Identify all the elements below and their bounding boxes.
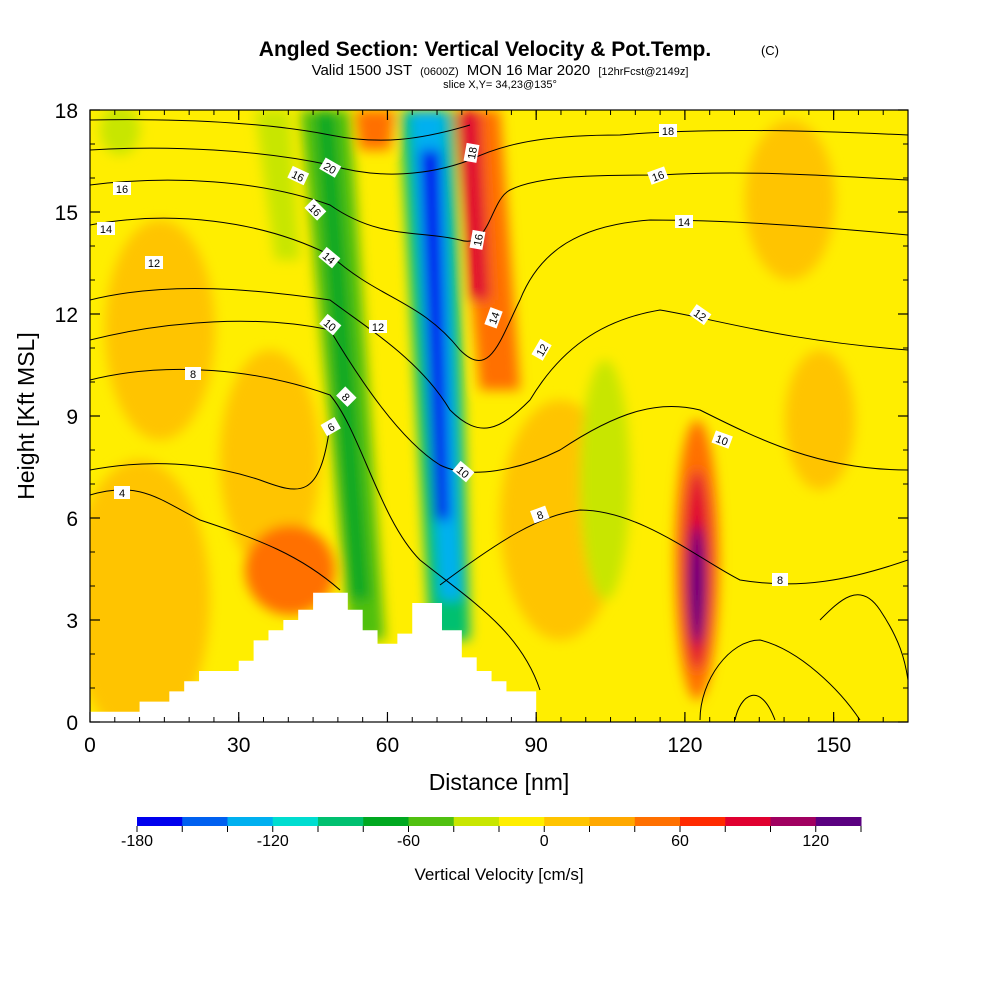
colorbar-swatch bbox=[408, 817, 455, 826]
isentrope-low-1 bbox=[699, 639, 861, 721]
weak-downdraft-40 bbox=[255, 110, 300, 260]
x-tick-label: 90 bbox=[525, 734, 548, 757]
isentrope-label: 16 bbox=[651, 169, 667, 184]
colorbar-swatch bbox=[363, 817, 409, 826]
updraft-40nm bbox=[245, 525, 335, 615]
colorbar-swatch bbox=[318, 817, 364, 826]
colorbar-swatch bbox=[680, 817, 726, 826]
isentrope-16 bbox=[90, 172, 908, 242]
y-axis: 0 3 6 9 12 15 18 bbox=[55, 100, 908, 735]
x-tick-label: 120 bbox=[667, 734, 702, 757]
x-tick-label: 30 bbox=[227, 734, 250, 757]
colorbar-swatch bbox=[544, 817, 590, 826]
isentropes bbox=[90, 119, 908, 721]
y-tick-label: 15 bbox=[55, 202, 78, 225]
y-tick-label: 9 bbox=[66, 406, 78, 429]
isentrope-low-3 bbox=[819, 594, 908, 681]
colorbar-swatch bbox=[272, 817, 319, 826]
chart-title: Angled Section: Vertical Velocity & Pot.… bbox=[259, 38, 711, 61]
isentrope-label: 12 bbox=[148, 258, 160, 270]
y-tick-label: 6 bbox=[66, 508, 78, 531]
isentrope-8b bbox=[439, 509, 908, 586]
downdraft-core-49 bbox=[315, 110, 370, 600]
weak-updraft-top-right bbox=[745, 120, 835, 280]
colorbar-swatch bbox=[725, 817, 771, 826]
isentrope-4 bbox=[90, 489, 341, 591]
colorbar-swatch bbox=[815, 817, 862, 826]
weak-updraft-left bbox=[90, 460, 210, 722]
isentrope-label: 4 bbox=[119, 488, 125, 500]
colorbar-tick-label: 120 bbox=[802, 833, 829, 850]
isentrope-8 bbox=[90, 368, 541, 691]
colorbar-swatch bbox=[589, 817, 636, 826]
updraft-120-core bbox=[689, 525, 705, 645]
copyright-mark: (C) bbox=[761, 43, 779, 58]
weak-downdraft-100 bbox=[580, 360, 630, 600]
isentrope-6 bbox=[90, 424, 331, 490]
isentrope-label: 18 bbox=[662, 126, 674, 138]
isentrope-label: 14 bbox=[100, 224, 112, 236]
valid-prefix: Valid 1500 JST bbox=[312, 62, 412, 79]
x-tick-label: 60 bbox=[376, 734, 399, 757]
chart-subtitle: Valid 1500 JST (0600Z) MON 16 Mar 2020 [… bbox=[312, 62, 689, 79]
isentrope-label: 8 bbox=[777, 575, 783, 587]
isentrope-low-2 bbox=[734, 695, 776, 721]
isentrope-labels: 4 6 8 8 8 8 10 10 10 12 12 12 12 14 14 1… bbox=[97, 124, 788, 587]
isentrope-label: 8 bbox=[535, 509, 545, 522]
isentrope-label: 20 bbox=[321, 161, 338, 178]
isentrope-label: 12 bbox=[691, 307, 708, 324]
slice-info: slice X,Y= 34,23@135° bbox=[443, 79, 557, 91]
colorbar-tick-label: -60 bbox=[397, 833, 420, 850]
isentrope-14 bbox=[90, 217, 908, 361]
x-tick-label: 0 bbox=[84, 734, 96, 757]
vv-field bbox=[90, 110, 855, 722]
colorbar-title: Vertical Velocity [cm/s] bbox=[414, 865, 583, 884]
colorbar-swatch bbox=[634, 817, 681, 826]
isentrope-label: 14 bbox=[678, 217, 690, 229]
isentrope-10 bbox=[90, 320, 908, 473]
colorbar-swatch bbox=[227, 817, 274, 826]
x-axis-title: Distance [nm] bbox=[429, 769, 570, 795]
colorbar-tick-label: 60 bbox=[671, 833, 689, 850]
y-axis-title: Height [Kft MSL] bbox=[13, 332, 39, 499]
valid-utc: (0600Z) bbox=[420, 66, 459, 78]
colorbar-swatch bbox=[453, 817, 500, 826]
downdraft-core-71 bbox=[420, 150, 450, 520]
isentrope-20 bbox=[90, 119, 471, 141]
weak-updraft-far-right bbox=[785, 350, 855, 490]
isentrope-label: 12 bbox=[372, 322, 384, 334]
isentrope-label: 14 bbox=[487, 311, 502, 327]
isentrope-label: 6 bbox=[326, 421, 337, 434]
forecast-info: [12hrFcst@2149z] bbox=[598, 66, 688, 78]
y-tick-label: 18 bbox=[55, 100, 78, 123]
colorbar-tick-label: -120 bbox=[257, 833, 289, 850]
isentrope-label: 16 bbox=[289, 169, 305, 185]
isentrope-label: 18 bbox=[466, 146, 480, 160]
isentrope-label: 10 bbox=[714, 433, 730, 448]
weak-updraft-mid bbox=[220, 350, 320, 570]
isentrope-label: 16 bbox=[472, 233, 486, 247]
weak-updraft-left-upper bbox=[105, 220, 215, 440]
updraft-top-60 bbox=[355, 110, 395, 150]
colorbar-swatch bbox=[182, 817, 228, 826]
colorbar-swatch bbox=[499, 817, 545, 826]
colorbar-swatch bbox=[137, 817, 183, 826]
x-axis: 0 30 60 90 120 150 bbox=[84, 110, 851, 757]
colorbar-tick-label: 0 bbox=[540, 833, 549, 850]
valid-date: MON 16 Mar 2020 bbox=[467, 62, 590, 79]
isentrope-label: 12 bbox=[535, 342, 552, 359]
weak-downdraft-top-left bbox=[100, 110, 140, 155]
plot-area: 4 6 8 8 8 8 10 10 10 12 12 12 12 14 14 1… bbox=[90, 110, 908, 722]
isentrope-label: 16 bbox=[116, 184, 128, 196]
colorbar: -180 -120 -60 0 60 120 bbox=[121, 817, 862, 850]
isentrope-label: 8 bbox=[190, 369, 196, 381]
x-tick-label: 150 bbox=[816, 734, 851, 757]
y-tick-label: 12 bbox=[55, 304, 78, 327]
colorbar-swatch bbox=[770, 817, 817, 826]
terrain-profile bbox=[90, 592, 537, 722]
y-tick-label: 0 bbox=[66, 712, 78, 735]
colorbar-tick-label: -180 bbox=[121, 833, 153, 850]
y-tick-label: 3 bbox=[66, 610, 78, 633]
